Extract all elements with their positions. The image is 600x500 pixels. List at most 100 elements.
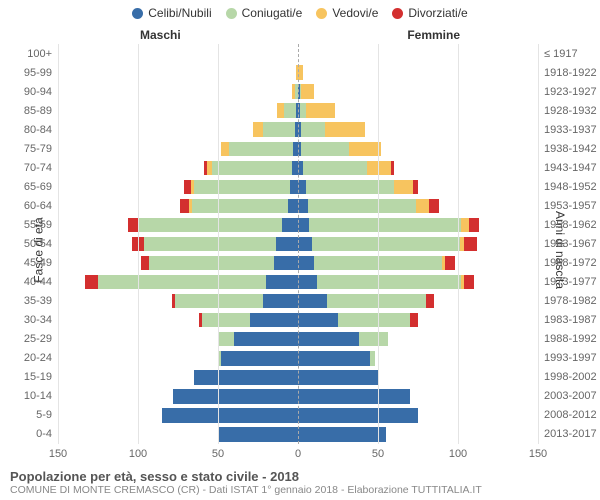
legend-swatch xyxy=(316,8,327,19)
gridline xyxy=(218,44,219,444)
segment-celibi xyxy=(234,332,298,346)
x-tick-label: 0 xyxy=(295,448,301,460)
segment-celibi xyxy=(194,370,298,384)
birth-year-label: 1988-1992 xyxy=(544,333,597,345)
center-line xyxy=(298,44,299,444)
segment-coniugati xyxy=(194,180,290,194)
segment-celibi xyxy=(274,256,298,270)
male-bar xyxy=(58,387,298,406)
segment-celibi xyxy=(221,351,298,365)
male-bar xyxy=(58,215,298,234)
birth-year-label: 1943-1947 xyxy=(544,162,597,174)
segment-divorziati xyxy=(410,313,418,327)
female-bar xyxy=(298,158,538,177)
segment-vedovi xyxy=(253,122,263,136)
segment-coniugati xyxy=(98,275,266,289)
segment-divorziati xyxy=(204,161,207,175)
segment-vedovi xyxy=(461,218,469,232)
male-bar xyxy=(58,330,298,349)
male-bar xyxy=(58,120,298,139)
segment-celibi xyxy=(298,427,386,441)
gridline xyxy=(378,44,379,444)
segment-divorziati xyxy=(429,199,439,213)
female-bar xyxy=(298,273,538,292)
age-bracket-label: 25-29 xyxy=(24,333,52,345)
gridline xyxy=(138,44,139,444)
segment-divorziati xyxy=(184,180,190,194)
legend-swatch xyxy=(132,8,143,19)
female-bar xyxy=(298,139,538,158)
segment-celibi xyxy=(276,237,298,251)
female-bar xyxy=(298,292,538,311)
age-bracket-label: 5-9 xyxy=(36,409,52,421)
segment-vedovi xyxy=(221,142,229,156)
segment-vedovi xyxy=(325,122,365,136)
x-tick-label: 150 xyxy=(49,448,67,460)
age-bracket-label: 45-49 xyxy=(24,257,52,269)
birth-year-label: 1998-2002 xyxy=(544,371,597,383)
segment-celibi xyxy=(298,389,410,403)
segment-vedovi xyxy=(416,199,429,213)
male-bar xyxy=(58,311,298,330)
segment-celibi xyxy=(298,275,317,289)
segment-coniugati xyxy=(263,122,295,136)
female-bar xyxy=(298,368,538,387)
segment-vedovi xyxy=(189,199,192,213)
female-bar xyxy=(298,177,538,196)
segment-celibi xyxy=(298,370,378,384)
age-bracket-label: 20-24 xyxy=(24,352,52,364)
segment-celibi xyxy=(298,199,308,213)
birth-year-label: 2008-2012 xyxy=(544,409,597,421)
segment-coniugati xyxy=(338,313,410,327)
legend-item-coniugati: Coniugati/e xyxy=(226,6,303,20)
segment-coniugati xyxy=(202,313,250,327)
female-bar xyxy=(298,349,538,368)
segment-vedovi xyxy=(292,84,295,98)
male-bar xyxy=(58,101,298,120)
birth-year-label: 1963-1967 xyxy=(544,238,597,250)
segment-vedovi xyxy=(394,180,413,194)
age-bracket-label: 85-89 xyxy=(24,105,52,117)
male-bar xyxy=(58,349,298,368)
birth-year-label: 2013-2017 xyxy=(544,428,597,440)
segment-divorziati xyxy=(180,199,190,213)
female-bar xyxy=(298,101,538,120)
segment-divorziati xyxy=(469,218,479,232)
age-bracket-label: 70-74 xyxy=(24,162,52,174)
segment-divorziati xyxy=(199,313,202,327)
segment-coniugati xyxy=(284,103,297,117)
segment-celibi xyxy=(218,427,298,441)
age-bracket-label: 40-44 xyxy=(24,276,52,288)
segment-coniugati xyxy=(229,142,293,156)
segment-coniugati xyxy=(359,332,388,346)
gridline xyxy=(458,44,459,444)
male-bar xyxy=(58,234,298,253)
segment-coniugati xyxy=(306,180,394,194)
segment-divorziati xyxy=(464,237,477,251)
birth-year-label: 1968-1972 xyxy=(544,257,597,269)
segment-coniugati xyxy=(370,351,375,365)
birth-year-label: 1928-1932 xyxy=(544,105,597,117)
birth-year-label: 1923-1927 xyxy=(544,86,597,98)
segment-vedovi xyxy=(301,84,314,98)
legend-item-divorziati: Divorziati/e xyxy=(392,6,467,20)
segment-celibi xyxy=(263,294,298,308)
birth-year-label: 2003-2007 xyxy=(544,390,597,402)
segment-divorziati xyxy=(464,275,474,289)
female-bar xyxy=(298,234,538,253)
legend-label: Divorziati/e xyxy=(408,6,467,20)
segment-vedovi xyxy=(277,103,283,117)
male-bar xyxy=(58,254,298,273)
female-bar xyxy=(298,63,538,82)
male-bar xyxy=(58,425,298,444)
segment-divorziati xyxy=(391,161,394,175)
segment-celibi xyxy=(298,237,312,251)
segment-celibi xyxy=(298,218,309,232)
age-bracket-label: 15-19 xyxy=(24,371,52,383)
age-bracket-label: 30-34 xyxy=(24,314,52,326)
female-bar xyxy=(298,215,538,234)
segment-divorziati xyxy=(128,218,138,232)
segment-celibi xyxy=(173,389,298,403)
female-bar xyxy=(298,330,538,349)
segment-coniugati xyxy=(327,294,426,308)
